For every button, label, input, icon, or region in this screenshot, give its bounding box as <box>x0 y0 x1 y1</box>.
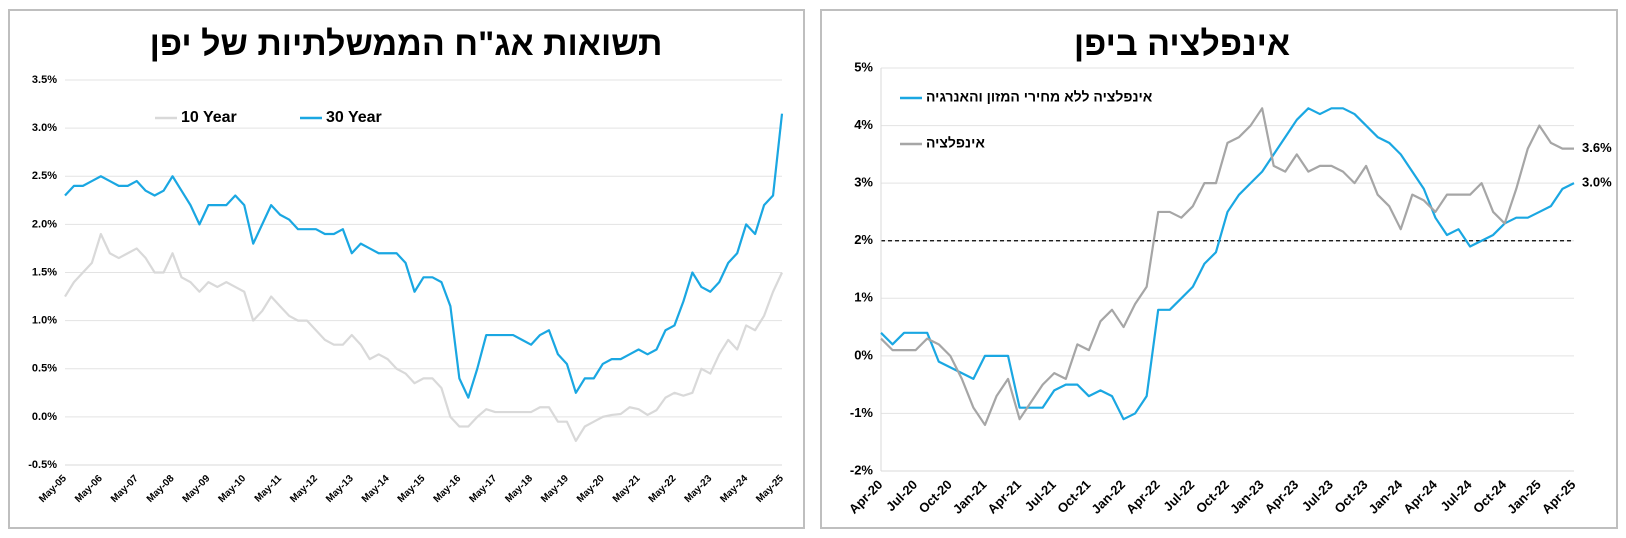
y-tick-label: 4% <box>854 117 873 132</box>
y-tick-label: 1% <box>854 290 873 305</box>
y-tick-label: 3.0% <box>32 122 57 134</box>
legend-label: 30 Year <box>326 109 382 126</box>
y-tick-label: 2.0% <box>32 218 57 230</box>
panel <box>820 9 1618 529</box>
y-tick-label: 0% <box>854 347 873 362</box>
y-tick-label: 3.5% <box>32 74 57 86</box>
y-tick-label: 1.5% <box>32 266 57 278</box>
y-tick-label: 2.5% <box>32 170 57 182</box>
y-tick-label: -1% <box>850 405 874 420</box>
data-line <box>880 107 1574 427</box>
y-tick-label: 0.0% <box>32 411 57 423</box>
data-label: 3.0% <box>1582 175 1612 190</box>
legend-label: אינפלציה <box>926 135 985 151</box>
chart-title: אינפלציה ביפן <box>1074 25 1290 63</box>
legend-label: אינפלציה ללא מחירי המזון והאנרגיה <box>926 89 1153 105</box>
y-tick-label: 3% <box>854 175 873 190</box>
data-line <box>64 232 783 443</box>
data-label: 3.6% <box>1582 140 1612 155</box>
y-tick-label: 0.5% <box>32 363 57 375</box>
data-line <box>64 113 784 399</box>
y-tick-label: -2% <box>850 462 874 477</box>
y-tick-label: 1.0% <box>32 315 57 327</box>
data-line <box>880 107 1575 421</box>
legend-label: 10 Year <box>181 109 237 126</box>
y-tick-label: 5% <box>854 59 873 74</box>
y-tick-label: -0.5% <box>28 459 57 471</box>
chart-title: תשואות אג"ח הממשלתיות של יפן <box>150 25 663 63</box>
y-tick-label: 2% <box>854 232 873 247</box>
